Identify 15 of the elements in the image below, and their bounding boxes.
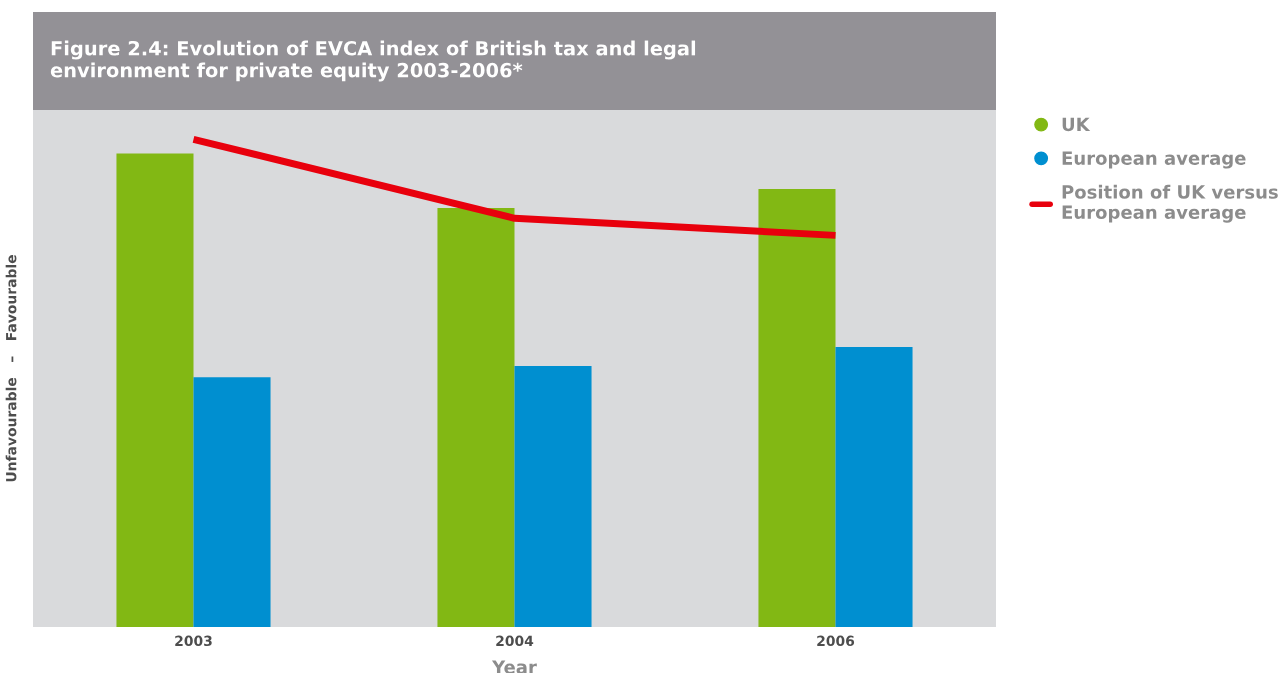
- bar: [193, 377, 271, 627]
- legend-label: UK: [1062, 117, 1091, 132]
- y-axis-title: Unfavourable – Favourable: [5, 255, 17, 482]
- bar: [514, 366, 592, 627]
- legend-label: Position of UK versus European average: [1062, 184, 1278, 223]
- bar: [437, 208, 515, 627]
- x-tick-label: 2003: [175, 635, 212, 647]
- x-tick-label: 2004: [496, 635, 534, 647]
- bar: [835, 347, 913, 627]
- x-axis-title: Year: [491, 660, 537, 673]
- x-tick-label: 2006: [817, 635, 855, 647]
- bar: [758, 189, 836, 627]
- bar: [116, 153, 194, 627]
- legend-label: European average: [1062, 151, 1246, 169]
- chart-title: Figure 2.4: Evolution of EVCA index of British tax and legal environment for private equity 2003-2006*: [50, 40, 696, 82]
